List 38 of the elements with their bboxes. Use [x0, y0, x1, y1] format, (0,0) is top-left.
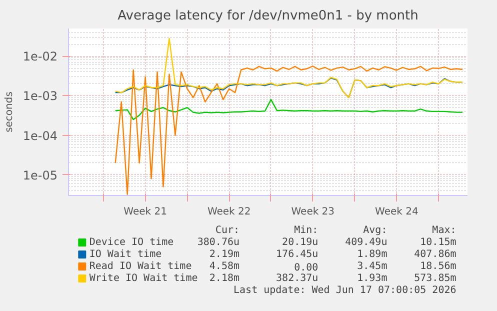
- text: 380.76u: [197, 237, 240, 248]
- y-tick-label: 1e-04: [22, 128, 58, 143]
- line-series: [114, 98, 464, 120]
- text: 10.15m: [420, 237, 456, 248]
- x-tick-label: Week 24: [375, 206, 418, 218]
- text: 176.45u: [276, 249, 318, 260]
- text: 407.86m: [414, 249, 456, 260]
- line-series: [114, 38, 464, 98]
- text: 20.19u: [282, 237, 318, 248]
- text: 409.49u: [345, 237, 388, 248]
- legend-label: IO Wait time: [89, 249, 162, 260]
- text: 18.56m: [420, 261, 456, 272]
- x-tick-label: Week 22: [207, 206, 251, 218]
- legend-label: Read IO Wait time: [89, 261, 192, 272]
- legend-label: Write IO Wait time: [89, 273, 198, 284]
- text: Cur:: [215, 225, 240, 236]
- legend-label: Device IO time: [89, 237, 174, 248]
- x-tick-label: Week 23: [291, 206, 335, 218]
- text: 1.93m: [357, 273, 388, 284]
- text: 0.00: [294, 262, 318, 274]
- text: 2.19m: [209, 249, 240, 260]
- text: Min:: [294, 225, 318, 236]
- y-tick-label: 1e-03: [22, 89, 58, 104]
- y-axis-title: seconds: [4, 92, 15, 132]
- text: 3.45m: [357, 261, 388, 272]
- y-tick-label: 1e-05: [22, 168, 58, 182]
- x-tick-label: Week 21: [124, 206, 167, 218]
- text: Avg:: [363, 225, 388, 236]
- y-tick-label: 1e-02: [22, 50, 58, 64]
- text: 2.18m: [209, 273, 240, 284]
- text: 1.89m: [357, 249, 388, 260]
- chart-title: Average latency for /dev/nvme0n1 - by month: [118, 8, 418, 24]
- text: 4.58m: [209, 261, 240, 272]
- text: 382.37u: [276, 273, 318, 284]
- text: 573.85m: [414, 273, 456, 284]
- text: Max:: [432, 225, 456, 236]
- text: Last update: Wed Jun 17 07:00:05 2026: [234, 285, 456, 296]
- line-series: [114, 66, 464, 195]
